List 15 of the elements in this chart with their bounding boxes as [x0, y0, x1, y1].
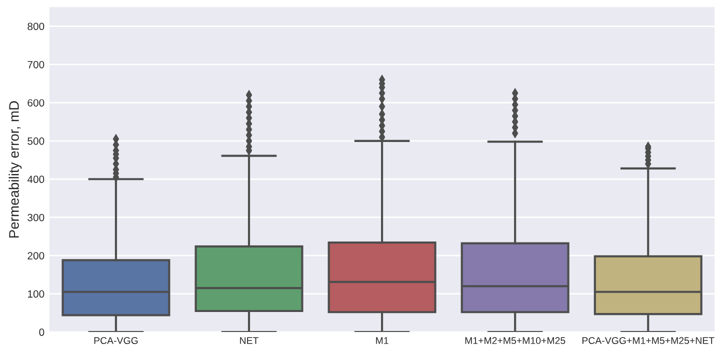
x-tick-label: PCA-VGG — [94, 337, 138, 344]
y-tick-label: 0 — [39, 328, 44, 336]
y-axis-title: Permeability error, mD — [8, 101, 22, 238]
y-tick-label: 400 — [27, 176, 44, 184]
x-tick-label: M1 — [376, 337, 388, 344]
x-tick-label: M1+M2+M5+M10+M25 — [465, 337, 566, 344]
y-tick-label: 800 — [28, 22, 44, 30]
y-tick-label: 500 — [28, 137, 44, 145]
y-tick-label: 300 — [28, 214, 44, 222]
y-tick-label: 200 — [28, 252, 44, 260]
y-tick-label: 600 — [28, 99, 44, 107]
y-tick-label: 700 — [28, 60, 44, 68]
y-tick-label: 100 — [28, 290, 44, 298]
x-tick-label: NET — [240, 337, 258, 344]
x-tick-label: PCA-VGG+M1+M5+M25+NET — [582, 337, 714, 344]
